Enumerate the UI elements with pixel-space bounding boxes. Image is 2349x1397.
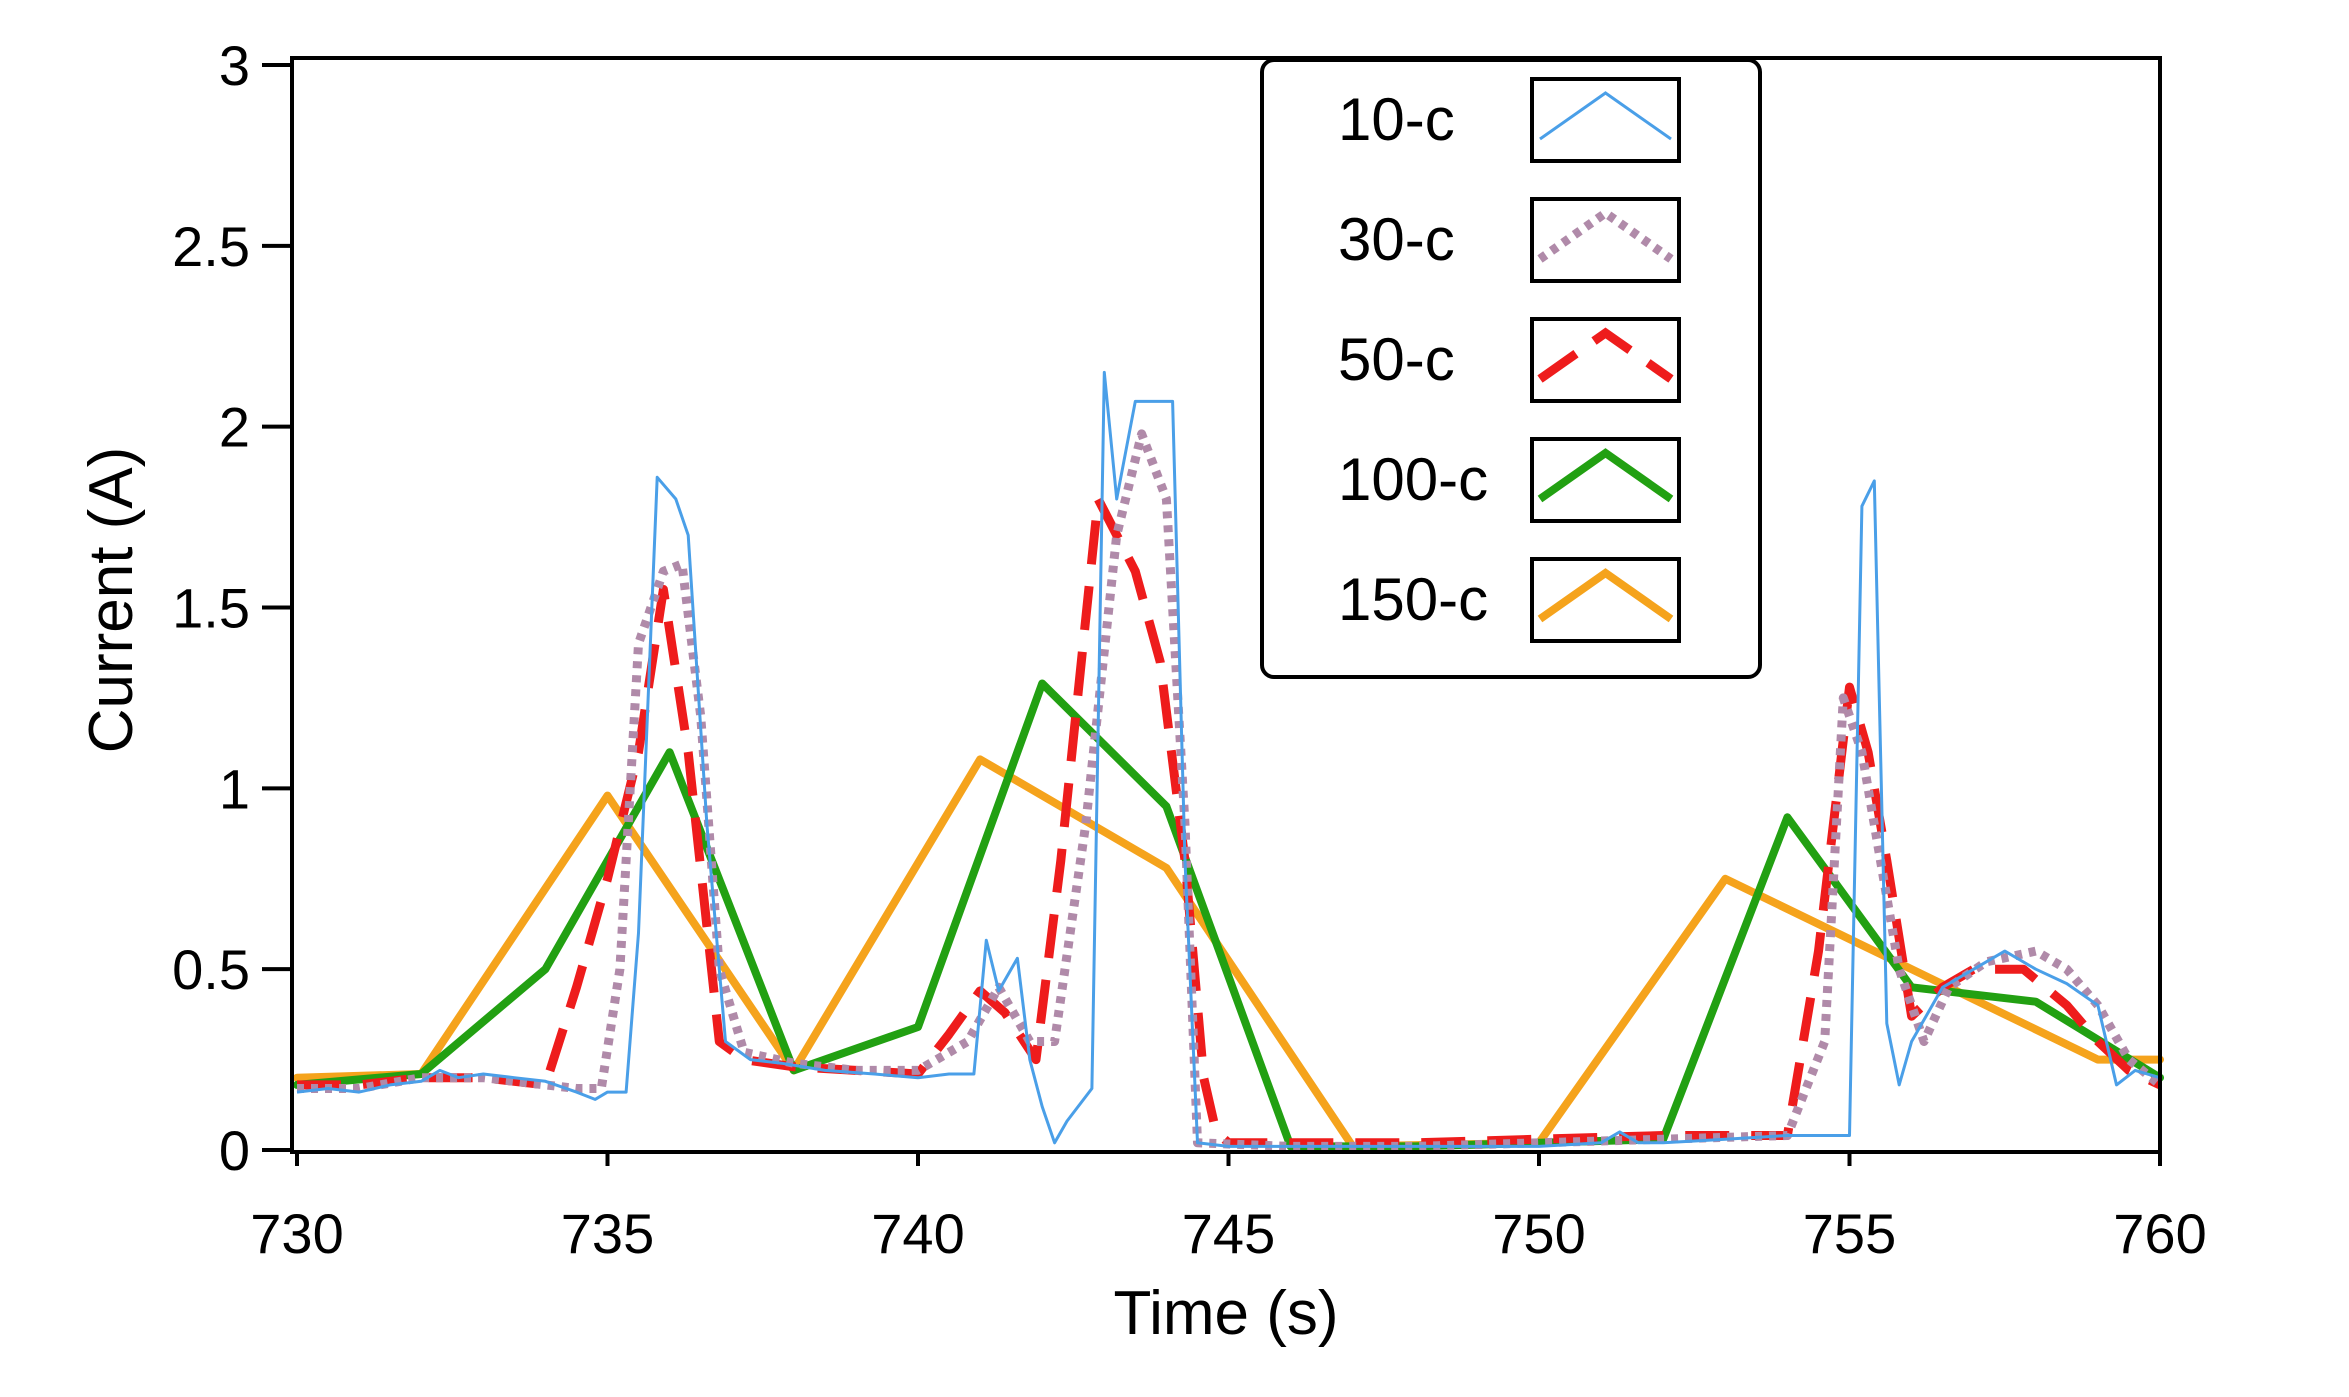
y-axis: 0 0.5 1 1.5 2 2.5 3: [172, 34, 292, 1182]
x-tick-label: 760: [2113, 1202, 2206, 1265]
legend: 10-c 30-c 50-c 100-c 150-c: [1260, 58, 1762, 679]
series-line-50-c: [297, 494, 2162, 1148]
legend-label-150-c: 150-c: [1338, 566, 1488, 633]
series-line-10-c: [296, 370, 2161, 1148]
x-axis-title: Time (s): [1114, 1279, 1339, 1348]
x-tick-label: 745: [1182, 1202, 1275, 1265]
legend-swatch-box-150-c: [1530, 557, 1681, 643]
legend-swatch-line-100-c: [1537, 448, 1674, 503]
y-tick-label: 0.5: [172, 938, 250, 1001]
y-tick-label: 1.5: [172, 577, 250, 640]
legend-box: [1260, 58, 1762, 679]
y-tick-label: 2.5: [172, 215, 250, 278]
series-line-30-c: [297, 429, 2163, 1151]
plot-lines: [293, 370, 2164, 1151]
legend-swatch-box-30-c: [1530, 197, 1681, 283]
legend-swatch-line-10-c: [1539, 91, 1672, 141]
x-tick-label: 755: [1803, 1202, 1896, 1265]
legend-label-30-c: 30-c: [1338, 206, 1455, 273]
legend-label-50-c: 50-c: [1338, 326, 1455, 393]
plot-area-frame: [290, 56, 2162, 1154]
y-tick-label: 2: [219, 396, 250, 459]
y-axis-title: Current (A): [77, 447, 146, 754]
y-tick-label: 3: [219, 34, 250, 97]
y-tick-label: 1: [219, 757, 250, 820]
x-tick-label: 730: [250, 1202, 343, 1265]
legend-swatch-line-150-c: [1537, 568, 1674, 623]
x-tick-label: 750: [1492, 1202, 1585, 1265]
legend-label-10-c: 10-c: [1338, 86, 1455, 153]
y-tick-label: 0: [219, 1119, 250, 1182]
legend-swatch-line-50-c: [1537, 327, 1674, 383]
legend-label-100-c: 100-c: [1338, 446, 1488, 513]
x-axis: 730 735 740 745 750 755 760: [250, 1152, 2207, 1265]
x-tick-label: 735: [561, 1202, 654, 1265]
x-tick-label: 740: [871, 1202, 964, 1265]
